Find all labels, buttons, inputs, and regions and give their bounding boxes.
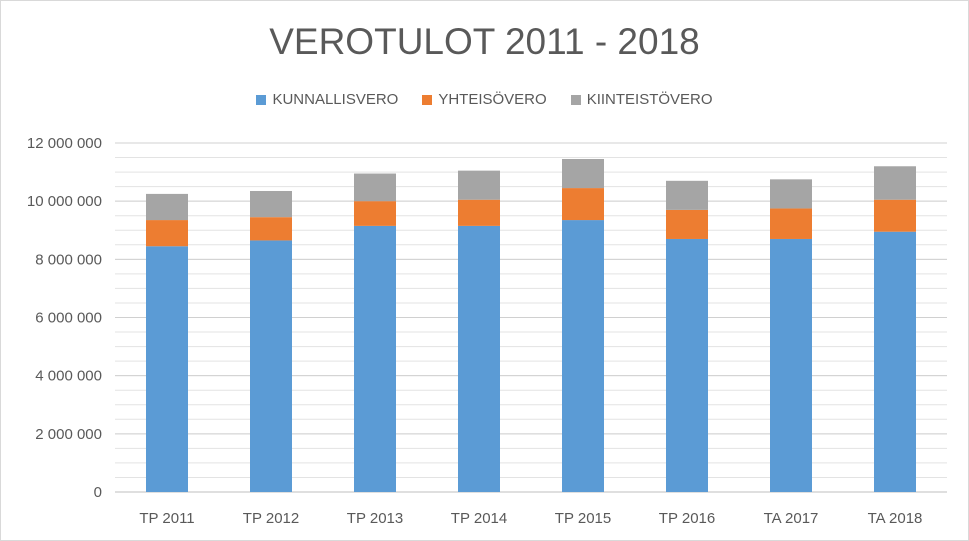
- y-tick-label: 6 000 000: [35, 310, 102, 327]
- x-tick-label: TA 2017: [764, 510, 819, 527]
- y-tick-label: 8 000 000: [35, 251, 102, 268]
- legend-label-kiinteistovero: KIINTEISTÖVERO: [586, 91, 713, 108]
- bar-kunnallisvero-1: [250, 240, 292, 492]
- bar-yhteisvero-3: [458, 199, 500, 226]
- bar-yhteisvero-6: [770, 208, 812, 239]
- legend-item-kunnallisvero: KUNNALLISVERO: [256, 91, 398, 108]
- bar-yhteisvero-0: [146, 220, 188, 247]
- bar-kunnallisvero-4: [562, 220, 604, 492]
- bar-kunnallisvero-7: [874, 231, 916, 492]
- bar-kunnallisvero-5: [666, 238, 708, 492]
- legend-label-kunnallisvero: KUNNALLISVERO: [272, 91, 399, 108]
- x-tick-label: TP 2014: [451, 510, 507, 527]
- bar-kiinteistvero-7: [874, 166, 916, 200]
- legend-swatch-kunnallisvero: [256, 94, 267, 105]
- chart-title: VEROTULOT 2011 - 2018: [269, 21, 700, 62]
- x-tick-label: TP 2011: [139, 510, 194, 527]
- y-tick-label: 2 000 000: [35, 426, 102, 443]
- bar-kiinteistvero-3: [458, 170, 500, 200]
- bar-kunnallisvero-3: [458, 225, 500, 492]
- x-tick-label: TP 2012: [243, 510, 299, 527]
- bar-kiinteistvero-1: [250, 190, 292, 218]
- legend-label-yhteisovero: YHTEISÖVERO: [438, 91, 547, 108]
- bar-yhteisvero-2: [354, 201, 396, 226]
- bar-yhteisvero-4: [562, 188, 604, 221]
- x-tick-label: TP 2015: [555, 510, 611, 527]
- bar-yhteisvero-5: [666, 209, 708, 239]
- bar-yhteisvero-7: [874, 199, 916, 232]
- legend-item-yhteisovero: YHTEISÖVERO: [422, 91, 547, 108]
- x-tick-label: TP 2016: [659, 510, 715, 527]
- bar-kiinteistvero-5: [666, 180, 708, 210]
- legend-item-kiinteistovero: KIINTEISTÖVERO: [570, 91, 713, 108]
- x-tick-label: TA 2018: [868, 510, 923, 527]
- y-tick-label: 12 000 000: [27, 135, 102, 152]
- bar-yhteisvero-1: [250, 217, 292, 241]
- bar-kunnallisvero-2: [354, 225, 396, 492]
- bar-kunnallisvero-6: [770, 238, 812, 492]
- bar-kiinteistvero-4: [562, 158, 604, 189]
- legend-swatch-yhteisovero: [422, 94, 433, 105]
- bar-kiinteistvero-2: [354, 173, 396, 202]
- x-tick-label: TP 2013: [347, 510, 403, 527]
- bar-kiinteistvero-6: [770, 179, 812, 209]
- legend-swatch-kiinteistovero: [570, 94, 581, 105]
- bar-kiinteistvero-0: [146, 193, 188, 221]
- y-tick-label: 0: [94, 484, 102, 501]
- bar-kunnallisvero-0: [146, 246, 188, 492]
- y-tick-label: 10 000 000: [27, 193, 102, 210]
- y-tick-label: 4 000 000: [35, 368, 102, 385]
- legend: KUNNALLISVERO YHTEISÖVERO KIINTEISTÖVERO: [1, 91, 968, 108]
